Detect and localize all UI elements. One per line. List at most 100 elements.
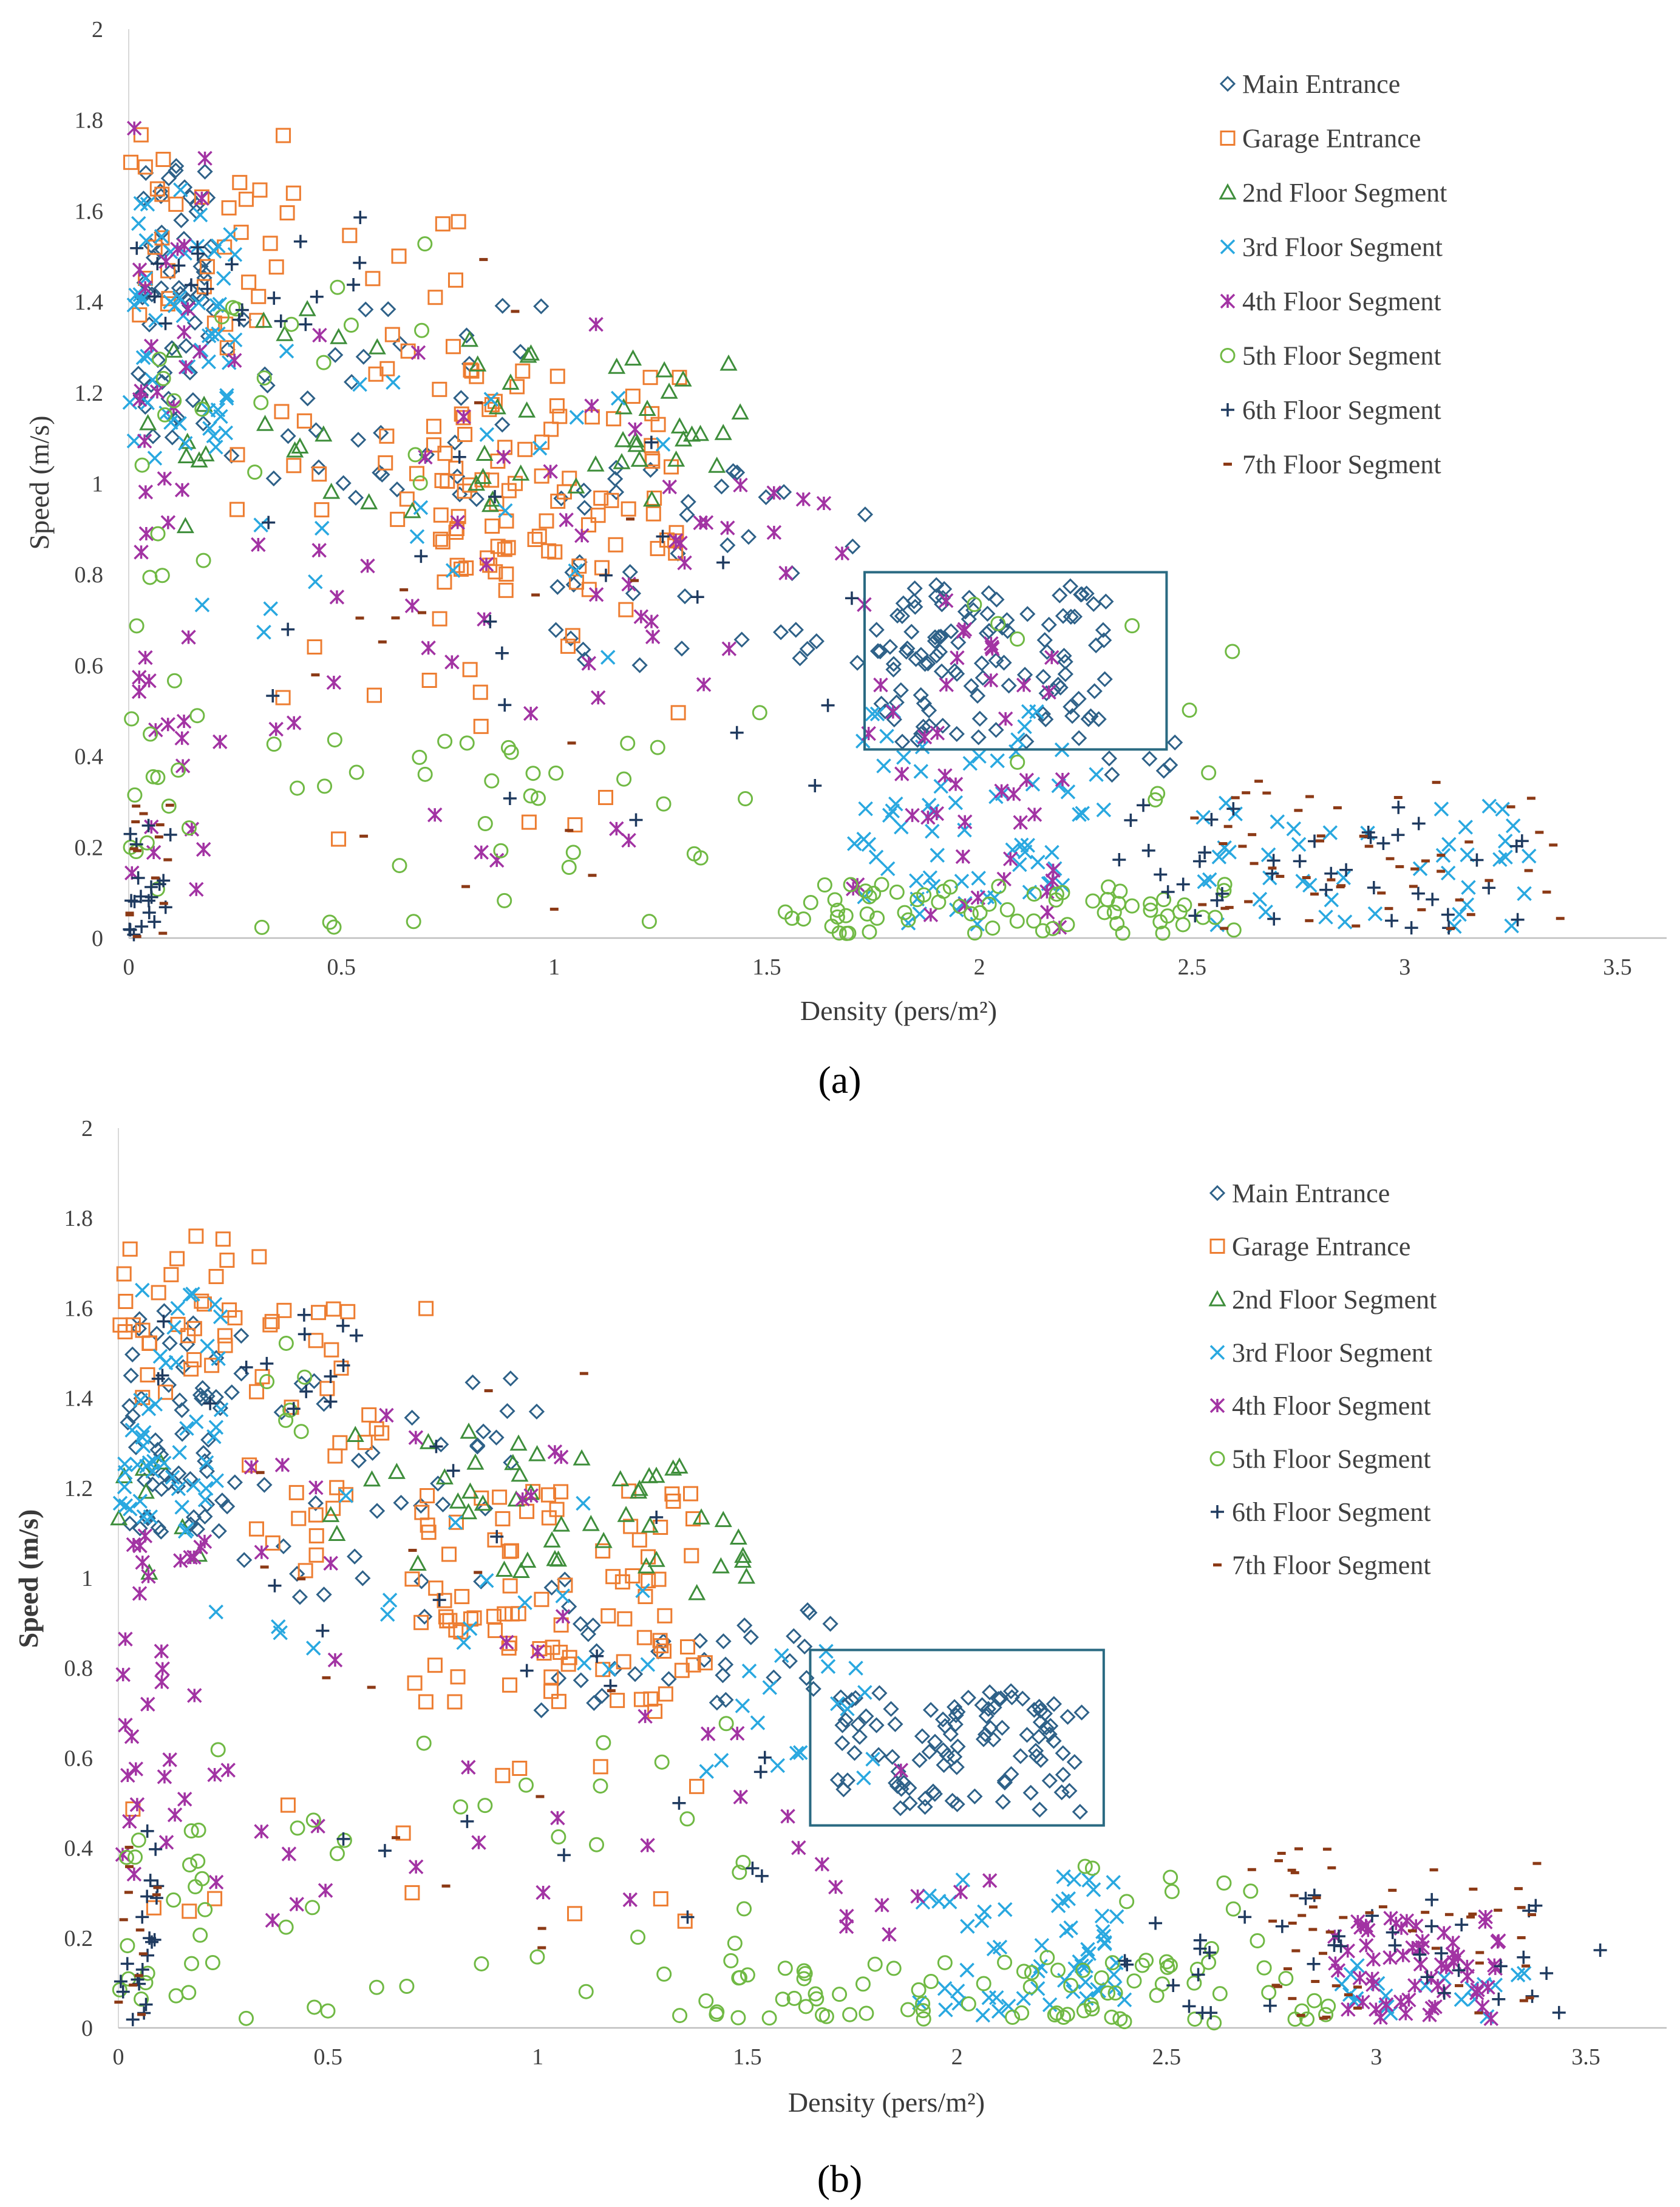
data-point (606, 411, 622, 427)
data-point (808, 1986, 823, 2002)
data-point (822, 1616, 838, 1632)
data-point (680, 1639, 696, 1654)
data-point (885, 656, 902, 672)
data-point (437, 574, 452, 590)
data-point (502, 1578, 518, 1594)
data-point (647, 1704, 663, 1719)
data-point (621, 832, 636, 848)
data-point (1044, 650, 1059, 665)
data-point (549, 369, 565, 384)
data-point (950, 1704, 966, 1720)
data-point (265, 1913, 281, 1928)
data-point (735, 1698, 750, 1713)
data-point (291, 1589, 308, 1605)
data-point (129, 1797, 145, 1812)
legend-label: 3rd Floor Segment (1242, 233, 1443, 262)
data-point (192, 1387, 209, 1403)
data-point (454, 406, 469, 422)
data-point (979, 605, 996, 622)
data-point (668, 533, 684, 548)
data-point (1106, 905, 1122, 920)
data-point (203, 1396, 217, 1410)
data-point (174, 1402, 190, 1418)
data-point (357, 1435, 373, 1450)
data-point (458, 560, 474, 576)
data-point (885, 704, 901, 719)
data-point (127, 928, 141, 942)
data-point (143, 1931, 157, 1945)
data-point (840, 1701, 855, 1716)
data-point (1217, 877, 1233, 893)
data-point (317, 778, 333, 794)
data-point (325, 1301, 341, 1317)
data-point (483, 614, 497, 628)
data-point (921, 1744, 937, 1760)
data-point (497, 1606, 512, 1622)
data-point (970, 729, 987, 746)
data-point (614, 398, 633, 415)
data-point (1027, 807, 1042, 822)
data-point (1355, 1994, 1370, 2010)
data-point (191, 247, 205, 260)
data-point (280, 1797, 296, 1813)
data-point (832, 1987, 848, 2002)
data-point (865, 706, 880, 722)
data-point (483, 392, 499, 407)
data-point (178, 436, 193, 451)
data-point (289, 1897, 304, 1912)
data-point (692, 424, 710, 441)
data-point (936, 1756, 952, 1773)
data-point (996, 1774, 1013, 1791)
data-point (590, 690, 606, 706)
data-point (917, 729, 933, 745)
data-point (736, 1617, 753, 1634)
data-point (1141, 843, 1155, 857)
data-point (1226, 922, 1242, 938)
series-3rd-floor-segment (112, 1282, 1532, 2024)
data-point (1155, 925, 1171, 941)
data-point (110, 1509, 128, 1526)
data-point (400, 343, 416, 359)
data-point (909, 873, 924, 888)
data-point (975, 1731, 992, 1747)
data-point (855, 1976, 871, 1992)
data-point (1517, 886, 1532, 901)
data-point (497, 893, 512, 908)
data-point (815, 2007, 831, 2023)
data-point (266, 736, 282, 752)
data-point (1206, 2015, 1222, 2031)
data-point (680, 494, 696, 510)
data-point (527, 531, 543, 547)
data-point (862, 924, 877, 940)
y-axis-title: Speed (m/s) (24, 415, 55, 549)
legend-marker (1220, 239, 1236, 254)
data-point (1491, 1933, 1506, 1948)
data-point (157, 364, 173, 381)
data-point (132, 392, 148, 407)
data-point (447, 272, 463, 288)
data-point (211, 1523, 227, 1539)
data-point (138, 1974, 154, 1990)
data-point (299, 390, 316, 407)
data-point (449, 557, 465, 573)
data-point (1365, 1951, 1381, 1967)
data-point (914, 1728, 931, 1744)
data-point (729, 464, 746, 481)
data-point (586, 1695, 602, 1711)
panel-label: (a) (818, 1058, 861, 1101)
data-point (1055, 1766, 1072, 1783)
data-point (733, 477, 748, 493)
data-point (1212, 1986, 1228, 2002)
data-point (608, 460, 625, 476)
data-point (182, 1287, 198, 1303)
data-point (416, 1735, 432, 1751)
series-5th-floor-segment (112, 1335, 1336, 2031)
data-point (262, 1317, 278, 1333)
data-point (796, 1963, 812, 1979)
data-point (173, 1553, 188, 1568)
data-point (127, 787, 143, 803)
data-point (338, 1488, 353, 1503)
data-point (114, 1974, 128, 1988)
data-point (869, 643, 886, 659)
data-point (1032, 1702, 1049, 1719)
